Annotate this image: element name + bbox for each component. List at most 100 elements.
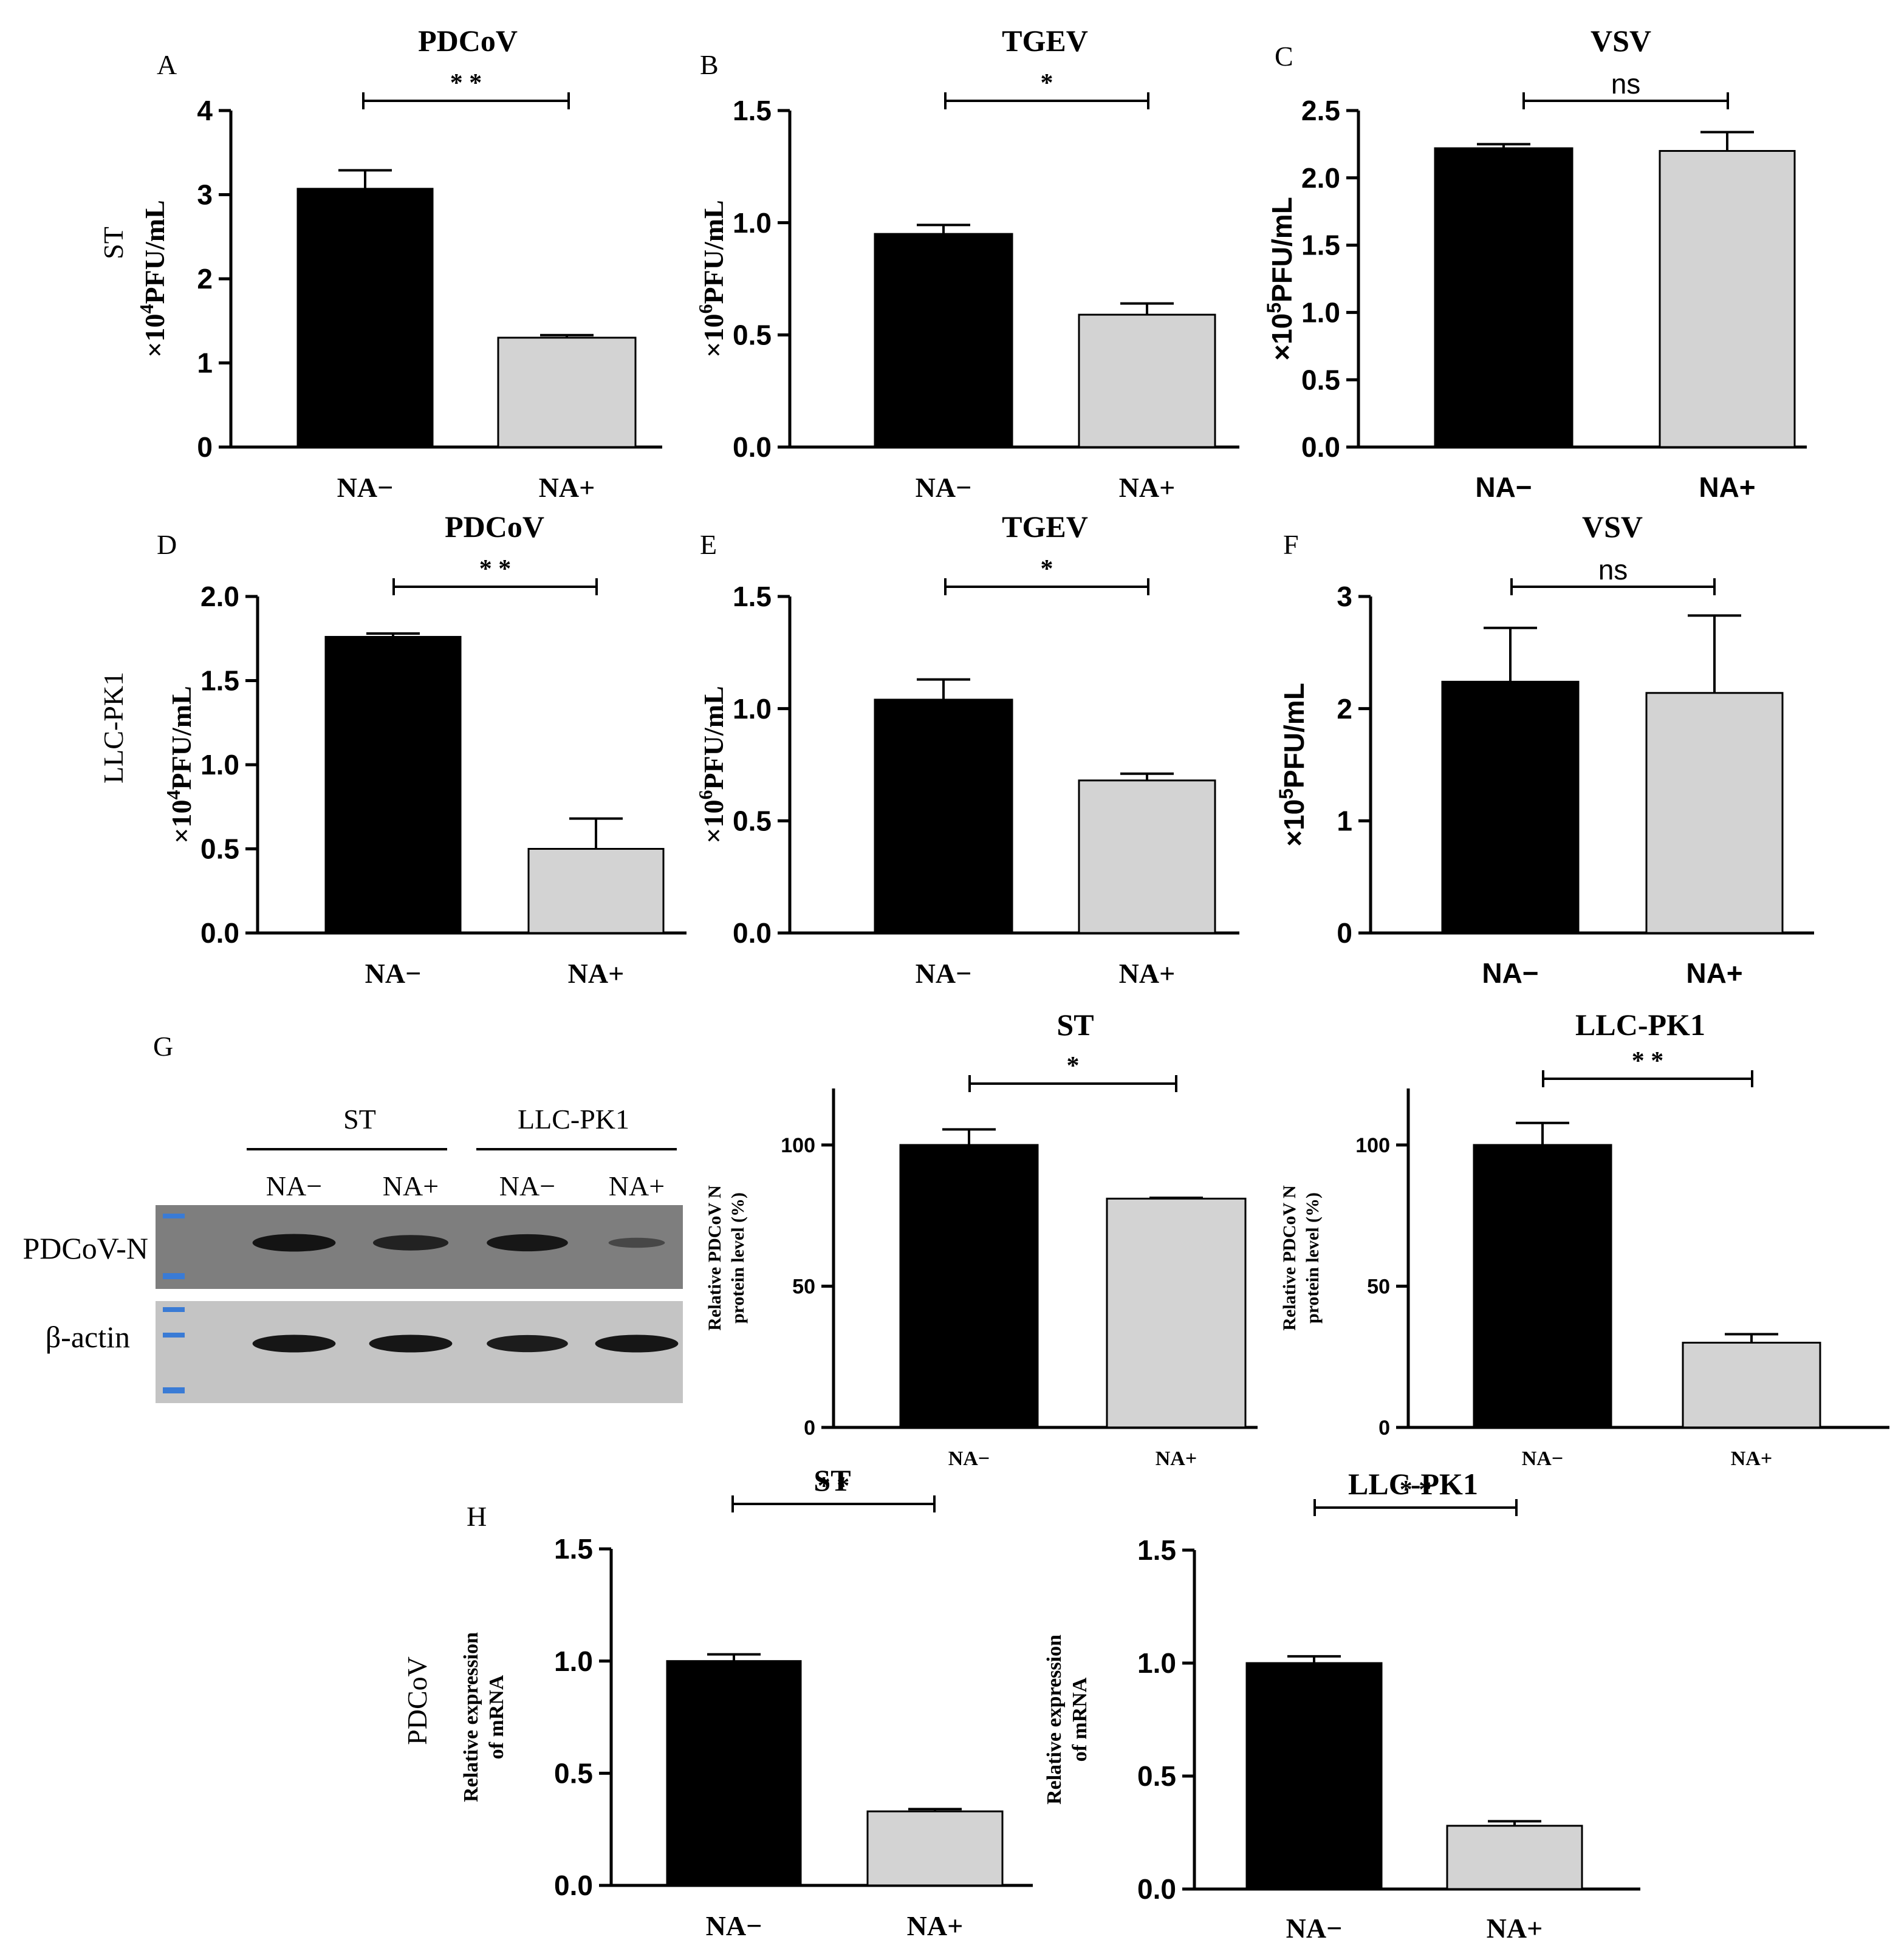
- chart-h2: 0.0 0.5 1.0 1.5 NA− NA+ LLC-PK1* * Relative exp…: [1043, 1467, 1640, 1944]
- bar-na-plus: [1078, 779, 1216, 934]
- y-tick-label: 0.5: [200, 833, 239, 865]
- y-tick-label: 4: [197, 95, 213, 126]
- ladder-band: [163, 1387, 185, 1393]
- y-axis-label: Relative PDCoV N: [705, 1185, 725, 1331]
- x-tick-label: NA−: [365, 958, 422, 989]
- y-axis-label-prefix: ×10: [139, 313, 170, 357]
- y-tick-label: 100: [781, 1134, 815, 1157]
- blot-bands: [252, 1234, 679, 1353]
- chart-title: PDCoV: [418, 24, 518, 58]
- y-tick-label: 0.5: [1137, 1760, 1176, 1792]
- y-tick-label: 0.0: [1301, 431, 1340, 463]
- chart-title: TGEV: [1002, 24, 1088, 58]
- blot-band: [372, 1235, 449, 1251]
- y-tick-label: 50: [1367, 1275, 1390, 1298]
- significance-label: * *: [450, 69, 482, 97]
- significance-label: *: [1067, 1052, 1080, 1080]
- chart-f: 0 1 2 3 NA− NA+ VSV ns ×105PFU/mL: [1275, 510, 1814, 989]
- y-tick-label: 0.0: [1137, 1873, 1176, 1905]
- y-axis-label: protein level (%): [728, 1192, 748, 1324]
- y-axis-label-unit: PFU/mL: [139, 200, 170, 304]
- chart-e: 0.0 0.5 1.0 1.5 NA− NA+ TGEV * ×106PFU/mL: [694, 510, 1239, 989]
- ladder-band: [163, 1307, 185, 1312]
- x-tick-label: NA+: [907, 1910, 964, 1941]
- bar-na-minus: [296, 188, 434, 448]
- y-axis-label: Relative expression: [460, 1632, 482, 1802]
- panel-letter-F: F: [1283, 529, 1299, 560]
- y-tick-label: 0: [197, 431, 213, 463]
- y-tick-label: 1.0: [1301, 297, 1340, 329]
- y-tick-label: 0: [804, 1416, 815, 1440]
- y-tick-label: 1.0: [554, 1645, 593, 1677]
- y-axis-label: ×105PFU/mL: [1275, 683, 1310, 847]
- significance-label: * *: [1400, 1476, 1432, 1504]
- blot-ladder: [163, 1214, 185, 1393]
- bar-na-plus: [1078, 313, 1216, 448]
- chart-title: VSV: [1582, 510, 1643, 544]
- bar-na-plus: [1645, 692, 1784, 934]
- y-axis-label-prefix: ×10: [698, 313, 729, 357]
- bar-na-plus: [1682, 1342, 1821, 1429]
- bar-na-minus: [324, 635, 462, 934]
- bar-na-minus: [874, 233, 1013, 448]
- x-tick-label: NA+: [1686, 957, 1742, 989]
- panel-letter-A: A: [157, 49, 177, 80]
- bar-na-plus: [1106, 1197, 1247, 1429]
- y-axis-label: ×104PFU/mL: [135, 200, 170, 357]
- y-axis-label-exponent: 4: [135, 304, 157, 313]
- x-tick-label: NA+: [1699, 471, 1755, 503]
- significance-label: * *: [818, 1472, 850, 1500]
- chart-d: 0.0 0.5 1.0 1.5 2.0 NA− NA+ PDCoV * * ×104PFU/mL: [162, 510, 687, 989]
- blot-row-label-beta-actin: β-actin: [46, 1320, 130, 1354]
- y-tick-label: 2: [1337, 693, 1352, 725]
- x-tick-label: NA+: [568, 958, 625, 989]
- row-label-pdcov: PDCoV: [402, 1656, 433, 1745]
- row-label-st: ST: [98, 227, 129, 259]
- y-tick-label: 0.5: [733, 805, 772, 836]
- y-tick-label: 2.0: [1301, 162, 1340, 194]
- chart-title: ST: [813, 1463, 851, 1497]
- blot-lane-label: NA+: [383, 1170, 439, 1201]
- y-tick-label: 0.0: [733, 431, 772, 463]
- blot-band: [487, 1334, 568, 1353]
- bar-na-plus: [497, 337, 637, 448]
- y-axis-label: of mRNA: [1069, 1677, 1091, 1761]
- x-tick-label: NA+: [1487, 1913, 1543, 1944]
- x-tick-label: NA+: [1731, 1447, 1772, 1470]
- x-tick-label: NA−: [1482, 957, 1538, 989]
- y-axis-label: protein level (%): [1303, 1192, 1323, 1324]
- y-tick-label: 2: [197, 263, 213, 295]
- y-axis-label: ×105PFU/mL: [1263, 197, 1298, 361]
- chart-b: 0.0 0.5 1.0 1.5 NA− NA+ TGEV * ×106PFU/mL: [694, 24, 1239, 503]
- chart-title: ST: [1056, 1008, 1094, 1042]
- ladder-band: [163, 1214, 185, 1218]
- y-axis-label-prefix: ×10: [1266, 313, 1298, 361]
- x-tick-label: NA+: [1156, 1447, 1197, 1470]
- y-tick-label: 0: [1337, 917, 1352, 949]
- panel-letter-H: H: [467, 1501, 487, 1532]
- chart-h1: 0.0 0.5 1.0 1.5 NA− NA+ ST* * Relative expressi…: [460, 1463, 1033, 1941]
- significance-label: * *: [479, 555, 512, 583]
- bar-na-plus: [866, 1810, 1004, 1887]
- blot-band: [369, 1334, 453, 1353]
- y-tick-label: 2.0: [200, 581, 239, 612]
- y-axis-label-exponent: 4: [162, 790, 184, 799]
- blot-lane-label: NA−: [499, 1170, 555, 1201]
- y-tick-label: 1.0: [733, 207, 772, 239]
- blot-group-label-llc-pk1: LLC-PK1: [518, 1104, 629, 1135]
- row-label-llc-pk1: LLC-PK1: [98, 672, 129, 784]
- y-tick-label: 1: [197, 347, 213, 379]
- ladder-band: [163, 1273, 185, 1279]
- y-tick-label: 0.5: [1301, 364, 1340, 395]
- blot-band: [608, 1237, 665, 1248]
- y-axis-label: Relative expression: [1043, 1635, 1066, 1805]
- y-tick-label: 0.0: [200, 917, 239, 949]
- x-tick-label: NA+: [539, 472, 595, 503]
- significance-label: ns: [1598, 554, 1628, 586]
- x-tick-label: NA−: [706, 1910, 762, 1941]
- y-axis-label-prefix: ×10: [166, 799, 197, 843]
- panel-letter-B: B: [700, 49, 719, 80]
